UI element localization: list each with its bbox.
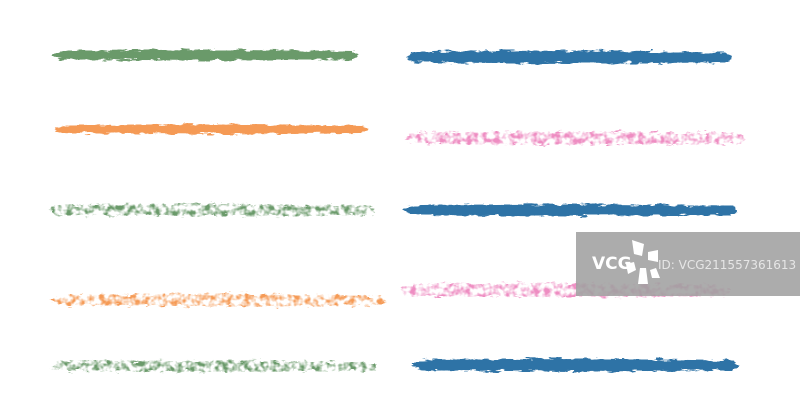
watermark: VCG ID: VCG211557361613: [576, 232, 800, 296]
blue-brush-stroke: [406, 50, 731, 64]
pink-brush-stroke: [405, 131, 745, 145]
blue-brush-stroke: [412, 358, 738, 372]
green-brush-stroke: [52, 49, 359, 61]
blue-brush-stroke: [402, 204, 737, 216]
vcg-flower-icon: [626, 240, 660, 284]
watermark-logo: VCG: [592, 254, 632, 274]
orange-brush-stroke: [50, 294, 385, 306]
watermark-id: ID: VCG211557361613: [658, 258, 797, 272]
green-brush-stroke: [50, 360, 378, 372]
orange-brush-stroke: [54, 124, 367, 134]
green-brush-stroke: [48, 204, 375, 216]
